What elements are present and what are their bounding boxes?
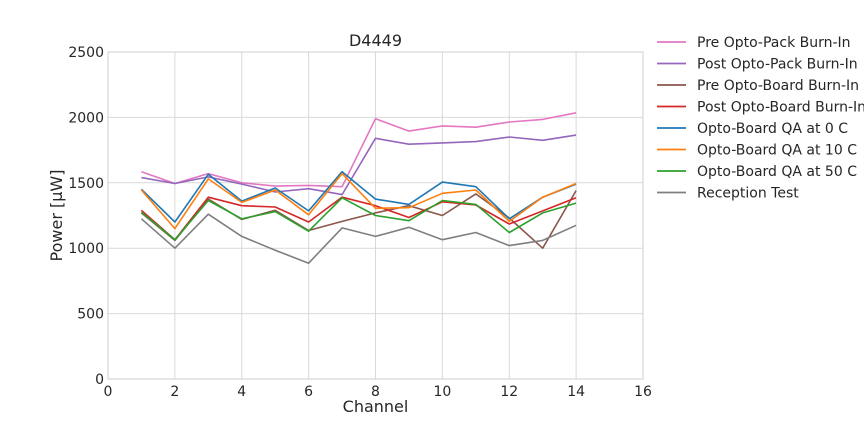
legend-label: Pre Opto-Board Burn-In <box>697 78 859 94</box>
series-line-7 <box>140 197 577 241</box>
series-line-1 <box>141 112 577 188</box>
legend-label: Opto-Board QA at 10 C <box>697 143 857 159</box>
series-line-8 <box>140 213 577 265</box>
y-axis-label: Power [μW] <box>47 170 66 262</box>
legend-label: Post Opto-Pack Burn-In <box>697 57 858 73</box>
legend-label: Pre Opto-Pack Burn-In <box>697 35 851 51</box>
y-tick-label: 500 <box>77 307 104 323</box>
legend-label: Post Opto-Board Burn-In <box>697 100 864 116</box>
x-tick-label: 2 <box>170 384 179 400</box>
series-line-6 <box>140 172 577 230</box>
y-tick-label: 2500 <box>68 45 104 61</box>
series-lines <box>140 112 577 265</box>
legend: Pre Opto-Pack Burn-In Post Opto-Pack Burn… <box>657 35 864 202</box>
y-tick-labels: 0 500 1000 1500 2000 2500 <box>68 45 104 388</box>
x-tick-label: 4 <box>237 384 246 400</box>
series-line-4 <box>140 196 577 241</box>
x-tick-labels: 0 2 4 6 8 10 12 14 16 <box>104 384 652 400</box>
x-tick-label: 6 <box>304 384 313 400</box>
y-tick-label: 0 <box>95 372 104 388</box>
x-axis-label: Channel <box>343 397 409 416</box>
series-line-5 <box>140 170 577 223</box>
x-tick-label: 0 <box>104 384 113 400</box>
x-tick-label: 14 <box>567 384 585 400</box>
x-tick-label: 16 <box>634 384 652 400</box>
legend-label: Opto-Board QA at 50 C <box>697 164 857 180</box>
x-tick-label: 8 <box>371 384 380 400</box>
legend-label: Reception Test <box>697 186 799 202</box>
x-tick-label: 10 <box>433 384 451 400</box>
y-tick-label: 2000 <box>68 110 104 126</box>
plot-frame <box>107 51 644 380</box>
y-tick-label: 1500 <box>68 176 104 192</box>
x-tick-label: 12 <box>500 384 518 400</box>
y-tick-label: 1000 <box>68 241 104 257</box>
chart-title: D4449 <box>349 31 402 50</box>
legend-label: Opto-Board QA at 0 C <box>697 121 848 137</box>
